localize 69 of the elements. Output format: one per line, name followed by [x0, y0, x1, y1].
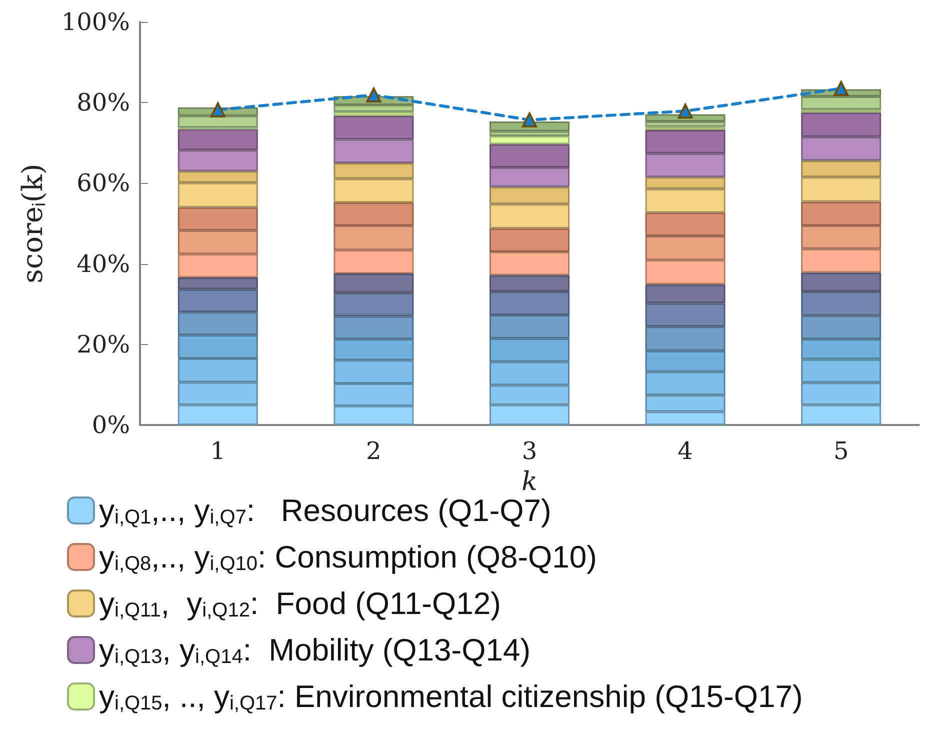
bar	[645, 284, 726, 304]
point	[678, 104, 693, 119]
y-axis-title: scorei(k)	[16, 164, 49, 284]
bar	[490, 292, 570, 315]
x-tick-label: 4	[678, 437, 693, 465]
legend-label: yi,Q13, yi,Q14: Mobility (Q13-Q14)	[99, 632, 531, 668]
bar	[334, 178, 414, 203]
bar	[801, 177, 882, 202]
bar	[490, 136, 570, 144]
bar	[334, 273, 414, 293]
legend-label: yi,Q11, yi,Q12: Food (Q11-Q12)	[99, 586, 501, 622]
bar	[490, 186, 570, 204]
bar	[490, 204, 570, 228]
y-tick-label: 100%	[61, 8, 130, 36]
bar	[490, 167, 570, 187]
bar	[801, 316, 882, 340]
bar	[801, 272, 882, 292]
bar	[490, 228, 570, 252]
bar	[334, 163, 414, 179]
point	[366, 87, 382, 102]
bar	[178, 312, 258, 336]
bar	[178, 129, 258, 150]
bar	[490, 252, 570, 276]
y-tick-label: 80%	[76, 88, 130, 117]
y-tick-label: 60%	[76, 169, 130, 198]
legend-label: yi,Q15, .., yi,Q17: Environmental citizenship (Q15-Q17)	[99, 679, 803, 714]
x-tick-label: 2	[366, 437, 382, 465]
x-tick-label: 3	[522, 437, 538, 465]
bar	[645, 130, 726, 154]
bar	[334, 112, 414, 116]
bar	[334, 292, 414, 316]
bar	[490, 144, 570, 168]
bar	[645, 260, 726, 284]
bar	[645, 188, 726, 213]
y-tick-label: 0%	[92, 411, 130, 439]
bar	[801, 136, 882, 161]
bar	[178, 254, 258, 278]
bar	[334, 139, 414, 164]
bar	[645, 303, 726, 327]
bar	[801, 112, 882, 137]
bar	[801, 292, 882, 316]
y-tick-label: 40%	[76, 250, 130, 278]
point	[834, 80, 849, 96]
bar	[645, 177, 726, 189]
legend-label: yi,Q8,.., yi,Q10: Consumption (Q8-Q10)	[99, 540, 597, 575]
bar	[178, 182, 258, 208]
point	[210, 102, 226, 118]
point	[522, 112, 537, 128]
bar	[490, 131, 570, 136]
bar	[801, 96, 882, 110]
bar	[801, 248, 882, 273]
bar	[334, 116, 414, 140]
y-tick-label: 20%	[76, 330, 130, 358]
bar	[178, 116, 258, 128]
bar	[178, 150, 258, 172]
x-tick-label: 5	[833, 437, 849, 465]
bar	[334, 316, 414, 340]
bar	[645, 153, 726, 178]
bar	[334, 250, 414, 274]
bar	[645, 122, 726, 127]
x-tick-label: 1	[210, 437, 226, 465]
bar	[178, 278, 258, 290]
bar	[490, 275, 570, 292]
bar	[490, 314, 570, 338]
bar	[334, 105, 414, 112]
bar	[645, 326, 726, 351]
bar	[178, 171, 258, 183]
bar	[178, 289, 258, 312]
bar	[801, 160, 882, 178]
